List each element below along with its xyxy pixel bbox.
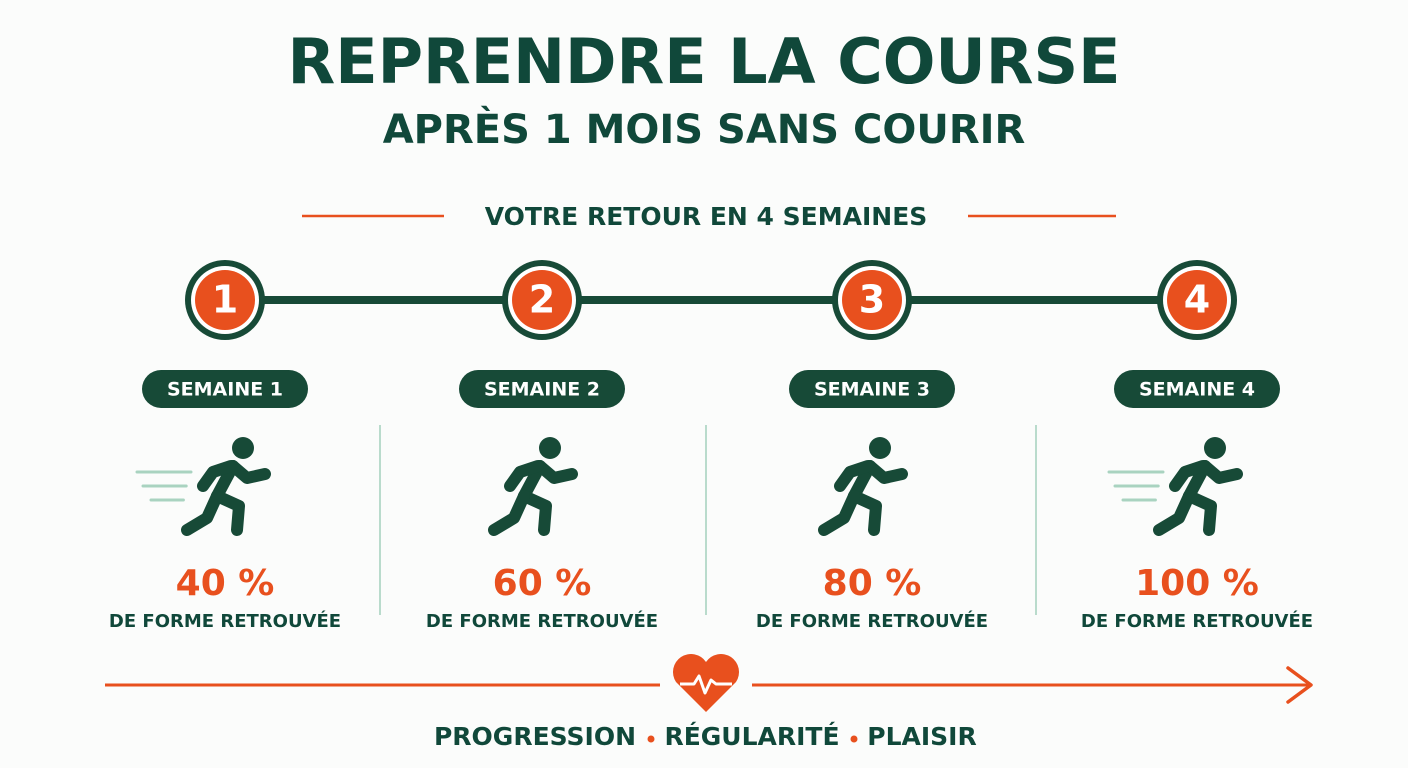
step-pill	[142, 370, 308, 408]
footer-bullet	[647, 735, 655, 743]
step-pill	[459, 370, 625, 408]
step-label: SEMAINE 4	[1139, 379, 1255, 401]
step-pill	[789, 370, 955, 408]
step-percent: 40 %	[176, 563, 275, 604]
step-label: SEMAINE 2	[484, 379, 600, 401]
step-dot	[195, 270, 255, 330]
step-label: SEMAINE 3	[814, 379, 930, 401]
step-pill	[1114, 370, 1280, 408]
footer-word: PROGRESSION	[434, 722, 636, 751]
runner-icon	[824, 437, 902, 530]
step-label: SEMAINE 1	[167, 379, 283, 401]
arrow-head	[1286, 666, 1313, 704]
section-title: VOTRE RETOUR EN 4 SEMAINES	[485, 202, 928, 231]
step-percent: 60 %	[493, 563, 592, 604]
runner-icon	[1159, 437, 1237, 530]
subtitle: APRÈS 1 MOIS SANS COURIR	[383, 105, 1026, 153]
footer: PROGRESSION RÉGULARITÉ PLAISIR	[434, 722, 977, 751]
step-number: 4	[1184, 278, 1210, 322]
step-percent: 80 %	[823, 563, 922, 604]
step-dot	[512, 270, 572, 330]
footer-bullet	[850, 735, 858, 743]
step-caption: DE FORME RETROUVÉE	[426, 610, 658, 632]
step-caption: DE FORME RETROUVÉE	[109, 610, 341, 632]
step-number: 3	[859, 278, 885, 322]
step-dot	[842, 270, 902, 330]
footer-word: RÉGULARITÉ	[664, 722, 839, 751]
steps: 1 SEMAINE 1 40 % DE FORME RETROUVÉE 2 SEMAINE…	[109, 260, 1313, 632]
heart	[672, 653, 740, 712]
title: REPRENDRE LA COURSE	[287, 25, 1120, 98]
step-percent: 100 %	[1135, 563, 1259, 604]
heartbeat	[680, 674, 732, 695]
footer-word: PLAISIR	[867, 722, 976, 751]
step-number: 1	[212, 278, 238, 322]
step-caption: DE FORME RETROUVÉE	[756, 610, 988, 632]
step-number: 2	[529, 278, 555, 322]
step-caption: DE FORME RETROUVÉE	[1081, 610, 1313, 632]
runner-icon	[187, 437, 265, 530]
runner-icon	[494, 437, 572, 530]
step-dot	[1167, 270, 1227, 330]
